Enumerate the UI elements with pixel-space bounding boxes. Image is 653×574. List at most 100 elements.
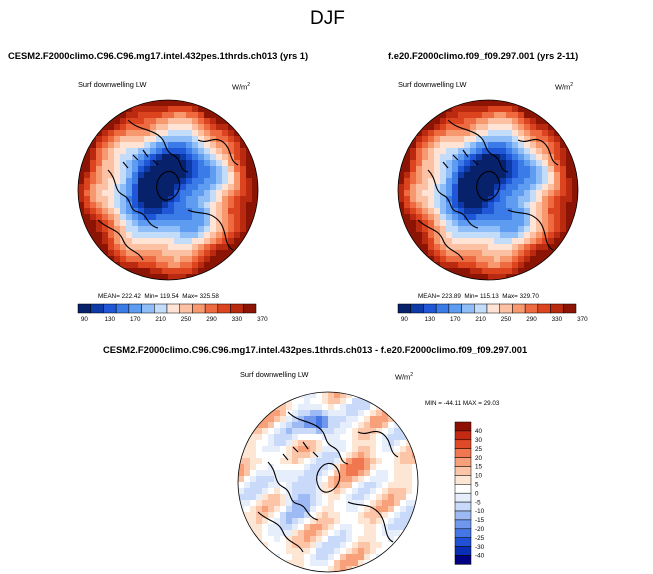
panel3-map-cell xyxy=(310,548,317,555)
panel2-map-cell xyxy=(542,148,549,155)
panel2-map-cell xyxy=(572,190,578,197)
panel2-map-cell xyxy=(548,172,555,179)
panel3-coastline xyxy=(257,511,304,553)
panel2-map-cell xyxy=(500,124,507,131)
panel2-map-cell xyxy=(434,214,441,221)
panel1-map-cell xyxy=(96,142,103,149)
panel1-map-cell xyxy=(204,148,211,155)
panel3-map-cell xyxy=(334,464,341,471)
panel2-map-cell xyxy=(470,160,477,167)
panel1-map-cell xyxy=(90,208,97,215)
panel1-map-cell xyxy=(150,262,157,269)
panel3-map-cell xyxy=(322,542,329,549)
panel1-map-cell xyxy=(192,148,199,155)
panel3-map-cell xyxy=(286,434,293,441)
panel1-map-cell xyxy=(114,226,121,233)
panel3-map-cell xyxy=(352,458,359,465)
panel1-map-cell xyxy=(246,190,253,197)
panel3-map-cell xyxy=(364,392,371,399)
panel3-map-cell xyxy=(328,524,335,531)
panel2-map-cell xyxy=(482,184,489,191)
panel2-map-cell xyxy=(458,118,465,125)
panel2-map-cell xyxy=(476,226,483,233)
panel2-map-cell xyxy=(536,238,543,245)
panel3-map-cell xyxy=(352,476,359,483)
panel2-map-cell xyxy=(410,214,417,221)
panel3-map-cell xyxy=(304,494,311,501)
panel3-map-cell xyxy=(250,446,257,453)
panel1-map-cell xyxy=(168,244,175,251)
panel3-map-cell xyxy=(346,434,353,441)
panel1-map-cell xyxy=(120,148,127,155)
panel1-map-cell xyxy=(174,106,181,113)
panel3-map-cell xyxy=(322,458,329,465)
panel2-map-cell xyxy=(506,166,513,173)
panel3-map-cell xyxy=(340,416,347,423)
panel2-map-cell xyxy=(536,106,543,113)
panel3-map-cell xyxy=(364,422,371,429)
panel1-map-cell xyxy=(180,100,187,107)
panel3-map-cell xyxy=(322,446,329,453)
panel1-map-cell xyxy=(84,148,91,155)
panel3-map-cell xyxy=(268,554,275,561)
panel2-map-cell xyxy=(452,238,459,245)
panel2-map-cell xyxy=(428,142,435,149)
panel2-map-cell xyxy=(452,262,459,269)
panel2-map-cell xyxy=(506,208,513,215)
panel2-map-cell xyxy=(530,256,537,263)
panel3-map-cell xyxy=(322,404,329,411)
panel2-map-cell xyxy=(572,202,578,209)
panel2-map-cell xyxy=(434,268,441,275)
panel3-map-cell xyxy=(292,404,299,411)
panel3-map-cell xyxy=(274,446,281,453)
panel3-map-cell xyxy=(286,464,293,471)
panel2-map-cell xyxy=(458,202,465,209)
panel1-map-cell xyxy=(210,184,217,191)
panel3-map-cell xyxy=(352,560,359,567)
panel1-map-cell xyxy=(162,208,169,215)
panel2-map-cell xyxy=(542,112,549,119)
panel2-map-cell xyxy=(512,178,519,185)
panel2-map-cell xyxy=(518,172,525,179)
panel3-map-cell xyxy=(316,398,323,405)
panel3-map-cell xyxy=(340,404,347,411)
panel1-map-cell xyxy=(96,184,103,191)
panel2-map-cell xyxy=(428,118,435,125)
panel3-map-cell xyxy=(364,404,371,411)
panel3-map-cell xyxy=(328,452,335,459)
panel3-map-cell xyxy=(382,500,389,507)
panel2-map-cell xyxy=(482,178,489,185)
panel1-map-cell xyxy=(162,148,169,155)
panel2-map-cell xyxy=(482,124,489,131)
panel1-map-cell xyxy=(228,148,235,155)
panel2-map-cell xyxy=(464,238,471,245)
panel3-map-cell xyxy=(334,566,341,572)
panel2-map-cell xyxy=(410,202,417,209)
panel1-map-cell xyxy=(186,148,193,155)
panel2-map-cell xyxy=(506,136,513,143)
panel3-map-cell xyxy=(352,524,359,531)
panel2-map-cell xyxy=(542,166,549,173)
panel2-map-cell xyxy=(512,142,519,149)
panel3-map-cell xyxy=(334,554,341,561)
panel3-map-cell xyxy=(286,416,293,423)
panel1-map-cell xyxy=(90,244,97,251)
panel3-map-cell xyxy=(394,530,401,537)
panel3-map-cell xyxy=(286,548,293,555)
panel2-map-cell xyxy=(434,178,441,185)
panel3-map-cell xyxy=(244,524,251,531)
panel3-map-cell xyxy=(328,428,335,435)
panel2-map-cell xyxy=(440,178,447,185)
panel3-map-cell xyxy=(238,470,245,477)
panel2-map-cell xyxy=(506,244,513,251)
panel1-map-cell xyxy=(114,268,121,275)
panel3-map-cell xyxy=(280,422,287,429)
panel1-map-cell xyxy=(234,130,241,137)
panel1-max: Max= 325.58 xyxy=(182,293,219,300)
panel1-map-cell xyxy=(174,178,181,185)
panel2-map-cell xyxy=(512,154,519,161)
panel2-map-cell xyxy=(398,184,405,191)
panel1-map-cell xyxy=(198,238,205,245)
panel1-map-cell xyxy=(156,142,163,149)
panel1-map-cell xyxy=(228,166,235,173)
